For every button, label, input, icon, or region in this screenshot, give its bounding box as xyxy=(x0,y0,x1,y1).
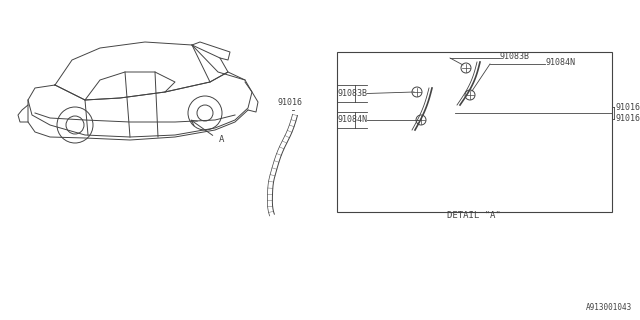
Text: 91084N: 91084N xyxy=(337,115,367,124)
Text: 91016: 91016 xyxy=(278,98,303,107)
Text: DETAIL "A": DETAIL "A" xyxy=(447,211,501,220)
Text: A: A xyxy=(219,135,225,144)
Text: 91084N: 91084N xyxy=(545,58,575,67)
Text: 91016B<RH>: 91016B<RH> xyxy=(616,103,640,112)
Bar xyxy=(337,52,612,212)
Text: A913001043: A913001043 xyxy=(586,303,632,312)
Text: 91083B: 91083B xyxy=(337,89,367,98)
Text: 91016C<LH>: 91016C<LH> xyxy=(616,114,640,123)
Text: 91083B: 91083B xyxy=(500,52,530,61)
